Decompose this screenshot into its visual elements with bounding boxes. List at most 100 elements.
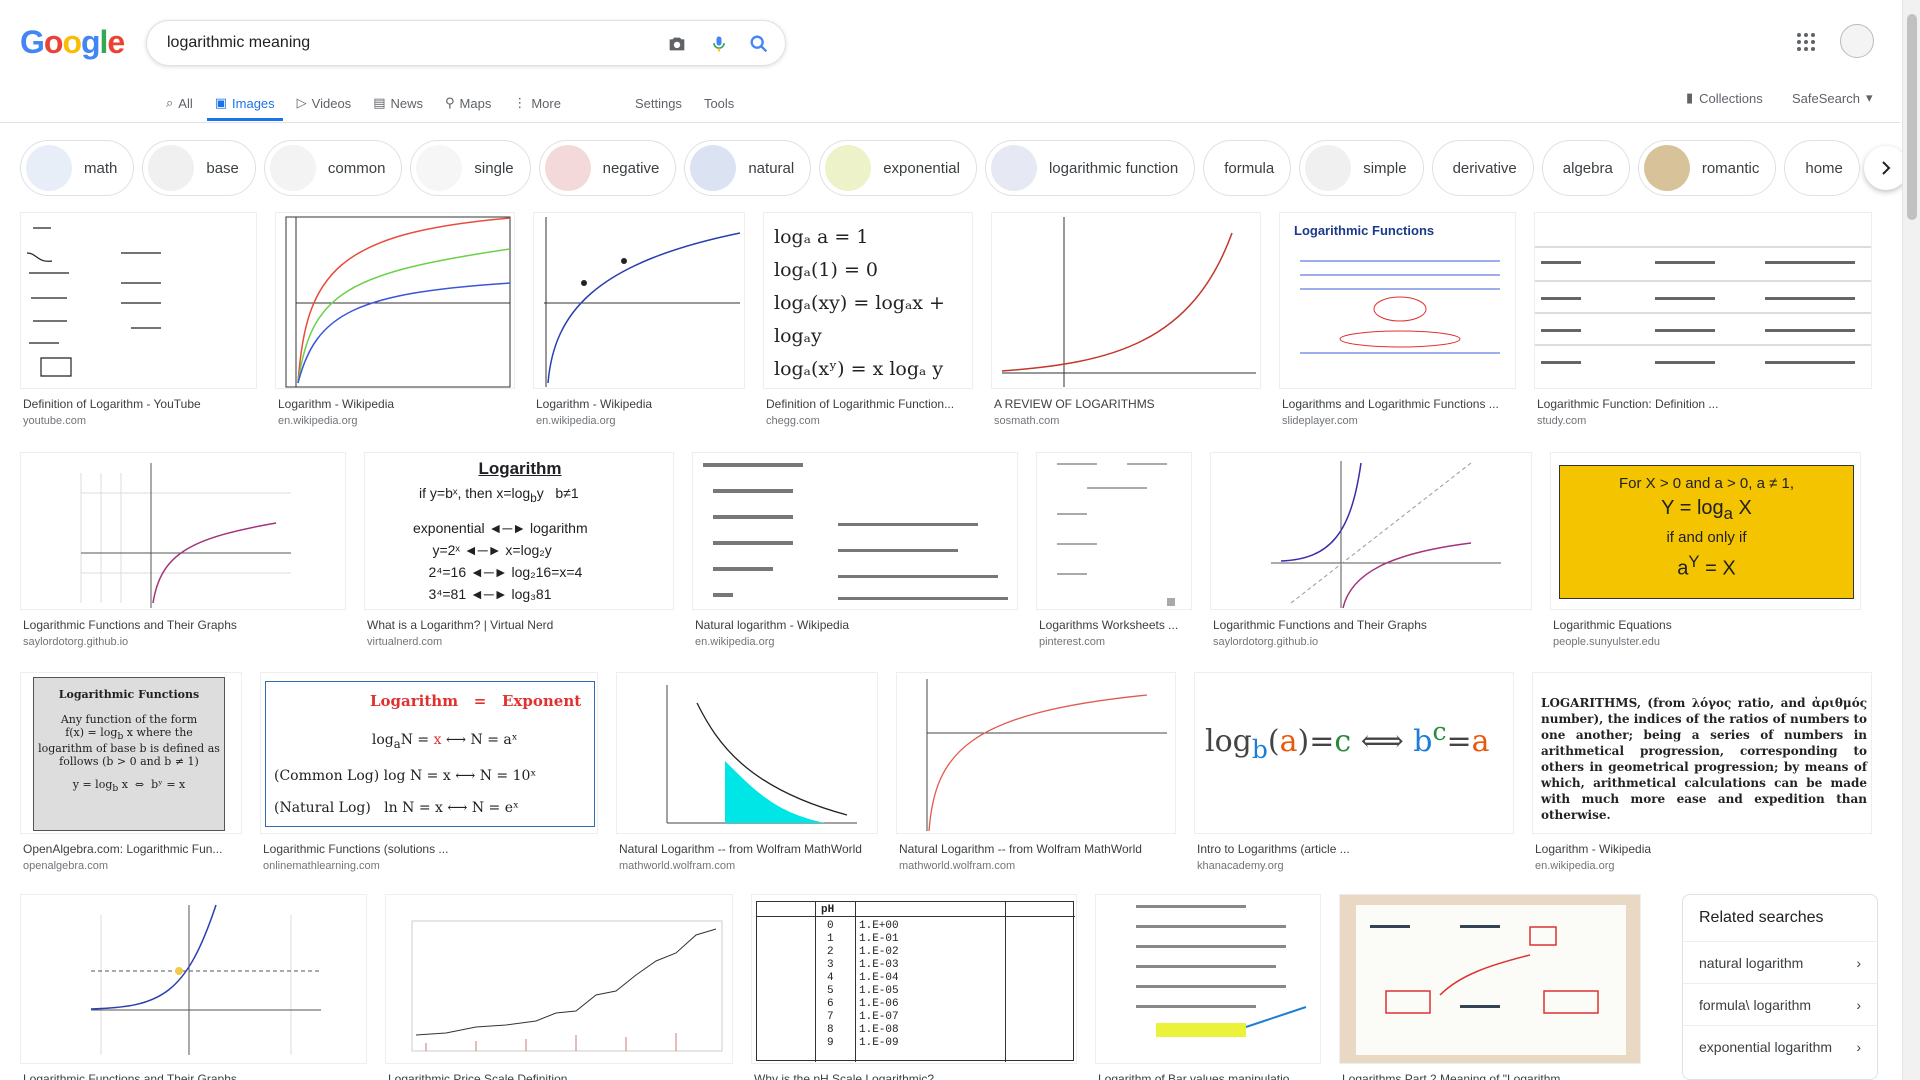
image-result[interactable]: Natural Logarithm -- from Wolfram MathWo… [616,672,878,872]
result-thumbnail[interactable] [896,672,1176,834]
tab-videos[interactable]: ▷ Videos [296,95,352,111]
chip[interactable]: derivative [1431,140,1534,196]
result-thumbnail[interactable]: Logarithm = Exponent logaN = x ⟷ N = aˣ(… [260,672,598,834]
camera-icon[interactable] [665,32,689,56]
caret-down-icon: ▾ [1865,90,1873,105]
result-thumbnail[interactable] [1339,894,1641,1064]
chip[interactable]: exponential [819,140,977,196]
image-result[interactable]: For X > 0 and a > 0, a ≠ 1, Y = loga X i… [1550,452,1861,648]
image-result[interactable]: Logarithm of Bar values manipulatio... [1095,894,1321,1080]
result-thumbnail[interactable]: Logarithmic Functions Any function of th… [20,672,242,834]
tab-all[interactable]: ⌕ All [166,95,193,111]
result-thumbnail[interactable]: logb(a)=c ⟺ bc=a [1194,672,1514,834]
image-result[interactable]: Logarithm = Exponent logaN = x ⟷ N = aˣ(… [260,672,598,872]
image-result[interactable]: Logarithmic Function: Definition ... stu… [1534,212,1872,427]
image-result[interactable]: Logarithm if y=bˣ, then x=logby b≠1 expo… [364,452,674,648]
results-row: Logarithmic Functions and Their Graphs L… [20,894,1641,1080]
image-result[interactable]: Natural logarithm - Wikipedia en.wikiped… [692,452,1018,648]
chevron-right-icon: › [1856,996,1861,1013]
related-search-item[interactable]: exponential logarithm › [1683,1025,1877,1067]
search-tabs: ⌕ All ▣ Images ▷ Videos ▤ News ⚲ Maps ⋮ More S… [166,88,756,121]
result-thumbnail[interactable]: Logarithmic Functions [1279,212,1516,389]
results-row: Logarithmic Functions Any function of th… [20,672,1872,872]
related-search-item[interactable]: formula\ logarithm › [1683,983,1877,1025]
result-thumbnail[interactable] [692,452,1018,610]
image-result[interactable]: Logarithm - Wikipedia en.wikipedia.org [275,212,515,427]
result-thumbnail[interactable] [991,212,1261,389]
image-result[interactable]: LOGARITHMS, (from λόγος ratio, and ἀριθμ… [1532,672,1872,872]
chip[interactable]: simple [1299,140,1424,196]
image-result[interactable]: Logarithmic Functions Any function of th… [20,672,242,872]
search-icon[interactable] [747,32,771,56]
image-result[interactable]: logb(a)=c ⟺ bc=a Intro to Logarithms (ar… [1194,672,1514,872]
chip-thumbnail [544,145,591,191]
chip[interactable]: common [263,140,403,196]
chip[interactable]: natural [684,140,812,196]
chip[interactable]: base [142,140,256,196]
image-icon: ▣ [214,95,228,110]
result-thumbnail[interactable]: For X > 0 and a > 0, a ≠ 1, Y = loga X i… [1550,452,1861,610]
chip[interactable]: math [20,140,135,196]
image-result[interactable]: Logarithmic Functions and Their Graphs s… [1210,452,1532,648]
result-thumbnail[interactable] [20,452,346,610]
result-thumbnail[interactable] [385,894,733,1064]
result-thumbnail[interactable] [1036,452,1192,610]
avatar[interactable] [1840,24,1874,58]
image-result[interactable]: Logarithmic Functions Logarithms and Log… [1279,212,1516,427]
google-logo[interactable]: Google [20,24,125,60]
collections-link[interactable]: ▮ Collections [1686,90,1763,106]
tab-news[interactable]: ▤ News [373,95,423,111]
scrollbar-thumb[interactable] [1907,14,1917,220]
result-thumbnail[interactable] [533,212,745,389]
page-scrollbar[interactable] [1902,0,1920,1080]
result-thumbnail[interactable] [20,212,257,389]
chip[interactable]: romantic [1637,140,1777,196]
related-search-item[interactable]: natural logarithm › [1683,941,1877,983]
image-result[interactable]: A REVIEW OF LOGARITHMS sosmath.com [991,212,1261,427]
image-result[interactable]: Natural Logarithm -- from Wolfram MathWo… [896,672,1176,872]
search-input[interactable]: logarithmic meaning [167,34,311,51]
chip-thumbnail [1305,145,1352,191]
result-thumbnail[interactable]: logₐ a = 1 logₐ(1) = 0 logₐ(xy) = logₐx … [763,212,973,389]
image-result[interactable]: Logarithmic Functions and Their Graphs s… [20,452,346,648]
chips-next-button[interactable] [1864,146,1908,190]
play-icon: ▷ [296,95,307,110]
tab-maps[interactable]: ⚲ Maps [445,95,492,111]
chip[interactable]: formula [1203,140,1292,196]
chip[interactable]: negative [538,140,677,196]
apps-grid-icon[interactable] [1796,32,1816,57]
result-thumbnail[interactable] [1534,212,1872,389]
tools-link[interactable]: Tools [703,95,735,111]
safesearch-toggle[interactable]: SafeSearch ▾ [1792,90,1873,106]
result-thumbnail[interactable] [616,672,878,834]
chip[interactable]: single [410,140,531,196]
image-result[interactable]: Logarithmic Functions and Their Graphs [20,894,367,1080]
chevron-right-icon: › [1856,954,1861,971]
result-thumbnail[interactable] [1095,894,1321,1064]
chip[interactable]: home [1784,140,1860,196]
chip-thumbnail [1643,145,1690,191]
tab-images[interactable]: ▣ Images [206,88,283,121]
result-thumbnail[interactable]: LOGARITHMS, (from λόγος ratio, and ἀριθμ… [1532,672,1872,834]
image-result[interactable]: Logarithms Worksheets ... pinterest.com [1036,452,1192,648]
search-box[interactable]: logarithmic meaning [146,20,786,66]
chip[interactable]: logarithmic function [984,140,1196,196]
result-thumbnail[interactable] [275,212,515,389]
chip-thumbnail [148,145,195,191]
tab-more[interactable]: ⋮ More [513,95,561,111]
microphone-icon[interactable] [707,32,731,56]
header: Google logarithmic meaning ⌕ All ▣ Images … [0,0,1900,123]
result-thumbnail[interactable]: Logarithm if y=bˣ, then x=logby b≠1 expo… [364,452,674,610]
chip[interactable]: algebra [1541,140,1630,196]
result-thumbnail[interactable] [20,894,367,1064]
image-result[interactable]: Definition of Logarithm - YouTube youtub… [20,212,257,427]
result-thumbnail[interactable] [1210,452,1532,610]
image-result[interactable]: Logarithmic Price Scale Definition [385,894,733,1080]
image-result[interactable]: Logarithm - Wikipedia en.wikipedia.org [533,212,745,427]
settings-link[interactable]: Settings [634,95,682,111]
chip-thumbnail [990,145,1037,191]
image-result[interactable]: Logarithms Part 2 Meaning of "Logarithm [1339,894,1641,1080]
image-result[interactable]: logₐ a = 1 logₐ(1) = 0 logₐ(xy) = logₐx … [763,212,973,427]
